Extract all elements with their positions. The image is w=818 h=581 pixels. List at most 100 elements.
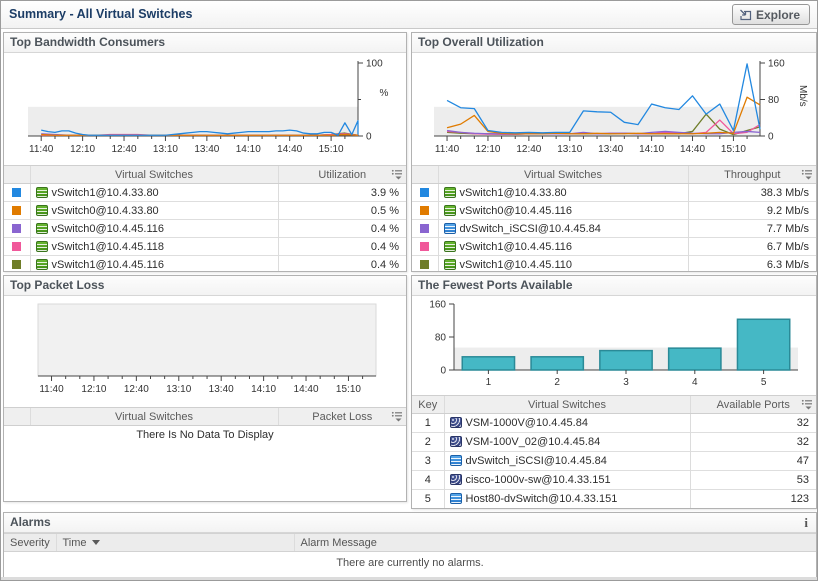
table-row[interactable]: vSwitch0@10.4.45.116 0.4 %	[4, 219, 406, 238]
available-ports-value: 53	[689, 470, 816, 490]
switch-name-link[interactable]: VSM-100V_02@10.4.45.84	[465, 436, 601, 448]
virtual-switches-column-header[interactable]: Virtual Switches	[437, 165, 688, 184]
key-value: 5	[412, 489, 444, 508]
svg-text:13:10: 13:10	[153, 144, 178, 155]
switch-name-link[interactable]: vSwitch0@10.4.45.116	[459, 204, 572, 217]
available-ports-column-header[interactable]: Available Ports	[689, 395, 816, 414]
switch-name-link[interactable]: VSM-1000V@10.4.45.84	[465, 417, 588, 429]
table-row[interactable]: 5 Host80-dvSwitch@10.4.33.151 123	[412, 489, 816, 508]
utilization-value: 0.4 %	[277, 219, 406, 238]
table-row[interactable]: vSwitch1@10.4.33.80 3.9 %	[4, 183, 406, 202]
table-header-row: Virtual Switches Utilization	[4, 165, 406, 184]
svg-text:15:10: 15:10	[721, 144, 746, 155]
svg-text:0: 0	[440, 366, 446, 377]
switch-icon	[35, 258, 48, 270]
severity-column-header[interactable]: Severity	[4, 533, 56, 552]
no-data-row: There Is No Data To Display	[4, 426, 406, 444]
switch-name-link[interactable]: vSwitch1@10.4.45.116	[51, 258, 164, 271]
table-row[interactable]: vSwitch1@10.4.45.116 0.4 %	[4, 255, 406, 271]
time-column-label: Time	[62, 536, 87, 549]
no-alarms-row: There are currently no alarms.	[4, 552, 816, 574]
table-row[interactable]: 3 dvSwitch_iSCSI@10.4.45.84 47	[412, 451, 816, 471]
utilization-value: 0.4 %	[277, 237, 406, 256]
window-bottom-edge	[1, 577, 817, 580]
table-row[interactable]: 1 VSM-1000V@10.4.45.84 32	[412, 413, 816, 433]
column-menu-icon[interactable]	[391, 169, 403, 180]
throughput-value: 7.7 Mb/s	[687, 219, 816, 238]
svg-text:Mb/s: Mb/s	[797, 85, 808, 107]
table-row[interactable]: vSwitch1@10.4.45.110 6.3 Mb/s	[412, 255, 816, 271]
svg-text:100: 100	[366, 59, 383, 70]
switch-name-link[interactable]: vSwitch1@10.4.45.118	[51, 240, 164, 253]
key-column-header[interactable]: Key	[412, 395, 444, 414]
utilization-chart[interactable]: 11:40 12:10 12:40 13:10 13:40 14:10 14:40 15:10…	[412, 53, 816, 165]
switch-icon	[35, 204, 48, 216]
panel-fewest-ports-available: The Fewest Ports Available 0 80 160 1 2 3 4 5 K…	[411, 275, 817, 509]
virtual-switches-column-header[interactable]: Virtual Switches	[29, 165, 278, 184]
virtual-switches-column-header[interactable]: Virtual Switches	[29, 407, 278, 426]
table-header-row: Key Virtual Switches Available Ports	[412, 395, 816, 414]
svg-text:12:40: 12:40	[112, 144, 137, 155]
series-color-swatch	[12, 206, 22, 216]
alarms-table: Severity Time Alarm Message There are cu…	[4, 533, 816, 574]
switch-icon	[449, 417, 462, 428]
alarm-message-column-header[interactable]: Alarm Message	[293, 533, 816, 552]
switch-name-link[interactable]: Host80-dvSwitch@10.4.33.151	[465, 493, 618, 506]
table-row[interactable]: dvSwitch_iSCSI@10.4.45.84 7.7 Mb/s	[412, 219, 816, 238]
switch-name-link[interactable]: cisco-1000v-sw@10.4.33.151	[465, 474, 611, 486]
packet-loss-chart[interactable]: 11:40 12:10 12:40 13:10 13:40 14:10 14:40 15:10	[4, 296, 406, 407]
panel-top-overall-utilization: Top Overall Utilization 11:40 12:10 12:40 1…	[411, 32, 817, 272]
info-icon[interactable]: i	[804, 515, 808, 530]
switch-icon	[449, 474, 462, 485]
switch-name-link[interactable]: vSwitch1@10.4.33.80	[51, 186, 159, 199]
time-column-header[interactable]: Time	[55, 533, 294, 552]
svg-text:11:40: 11:40	[435, 144, 460, 155]
switch-name-link[interactable]: vSwitch1@10.4.45.110	[459, 258, 572, 271]
table-row[interactable]: vSwitch0@10.4.33.80 0.5 %	[4, 201, 406, 220]
utilization-column-header[interactable]: Utilization	[277, 165, 406, 184]
table-row[interactable]: 4 cisco-1000v-sw@10.4.33.151 53	[412, 470, 816, 490]
available-ports-value: 32	[689, 432, 816, 452]
column-menu-icon[interactable]	[801, 169, 813, 180]
switch-name-link[interactable]: dvSwitch_iSCSI@10.4.45.84	[465, 455, 607, 467]
virtual-switches-column-header[interactable]: Virtual Switches	[443, 395, 690, 414]
svg-text:15:10: 15:10	[319, 144, 344, 155]
svg-text:14:40: 14:40	[294, 384, 319, 395]
svg-text:14:40: 14:40	[277, 144, 302, 155]
throughput-column-header[interactable]: Throughput	[687, 165, 816, 184]
throughput-value: 9.2 Mb/s	[687, 201, 816, 220]
switch-icon	[449, 455, 462, 466]
table-row[interactable]: vSwitch1@10.4.33.80 38.3 Mb/s	[412, 183, 816, 202]
table-row[interactable]: vSwitch1@10.4.45.116 6.7 Mb/s	[412, 237, 816, 256]
switch-name-link[interactable]: vSwitch1@10.4.33.80	[459, 186, 567, 199]
throughput-value: 38.3 Mb/s	[687, 183, 816, 202]
available-ports-bar-chart[interactable]: 0 80 160 1 2 3 4 5	[412, 296, 816, 395]
switch-icon	[449, 493, 462, 505]
svg-text:12:10: 12:10	[475, 144, 500, 155]
swatch-column-header	[4, 407, 30, 426]
bandwidth-chart[interactable]: 11:40 12:10 12:40 13:10 13:40 14:10 14:40 15:10…	[4, 53, 406, 165]
svg-text:12:40: 12:40	[124, 384, 149, 395]
column-menu-icon[interactable]	[391, 411, 403, 422]
sort-desc-icon	[91, 539, 100, 545]
svg-text:%: %	[380, 88, 389, 99]
utilization-column-label: Utilization	[318, 168, 367, 181]
column-menu-icon[interactable]	[801, 399, 813, 410]
switch-name-link[interactable]: dvSwitch_iSCSI@10.4.45.84	[459, 222, 601, 235]
packet-loss-column-header[interactable]: Packet Loss	[277, 407, 406, 426]
table-row[interactable]: 2 VSM-100V_02@10.4.45.84 32	[412, 432, 816, 452]
switch-name-link[interactable]: vSwitch1@10.4.45.116	[459, 240, 572, 253]
table-row[interactable]: vSwitch0@10.4.45.116 9.2 Mb/s	[412, 201, 816, 220]
table-header-row: Severity Time Alarm Message	[4, 533, 816, 552]
switch-name-link[interactable]: vSwitch0@10.4.45.116	[51, 222, 164, 235]
svg-text:14:10: 14:10	[236, 144, 261, 155]
table-row[interactable]: vSwitch1@10.4.45.118 0.4 %	[4, 237, 406, 256]
swatch-column-header	[4, 165, 30, 184]
svg-text:13:10: 13:10	[166, 384, 191, 395]
key-value: 3	[412, 451, 444, 471]
explore-button-label: Explore	[755, 7, 800, 22]
switch-name-link[interactable]: vSwitch0@10.4.33.80	[51, 204, 159, 217]
explore-button[interactable]: Explore	[731, 4, 810, 25]
series-color-swatch	[420, 188, 430, 198]
svg-text:12:10: 12:10	[81, 384, 106, 395]
